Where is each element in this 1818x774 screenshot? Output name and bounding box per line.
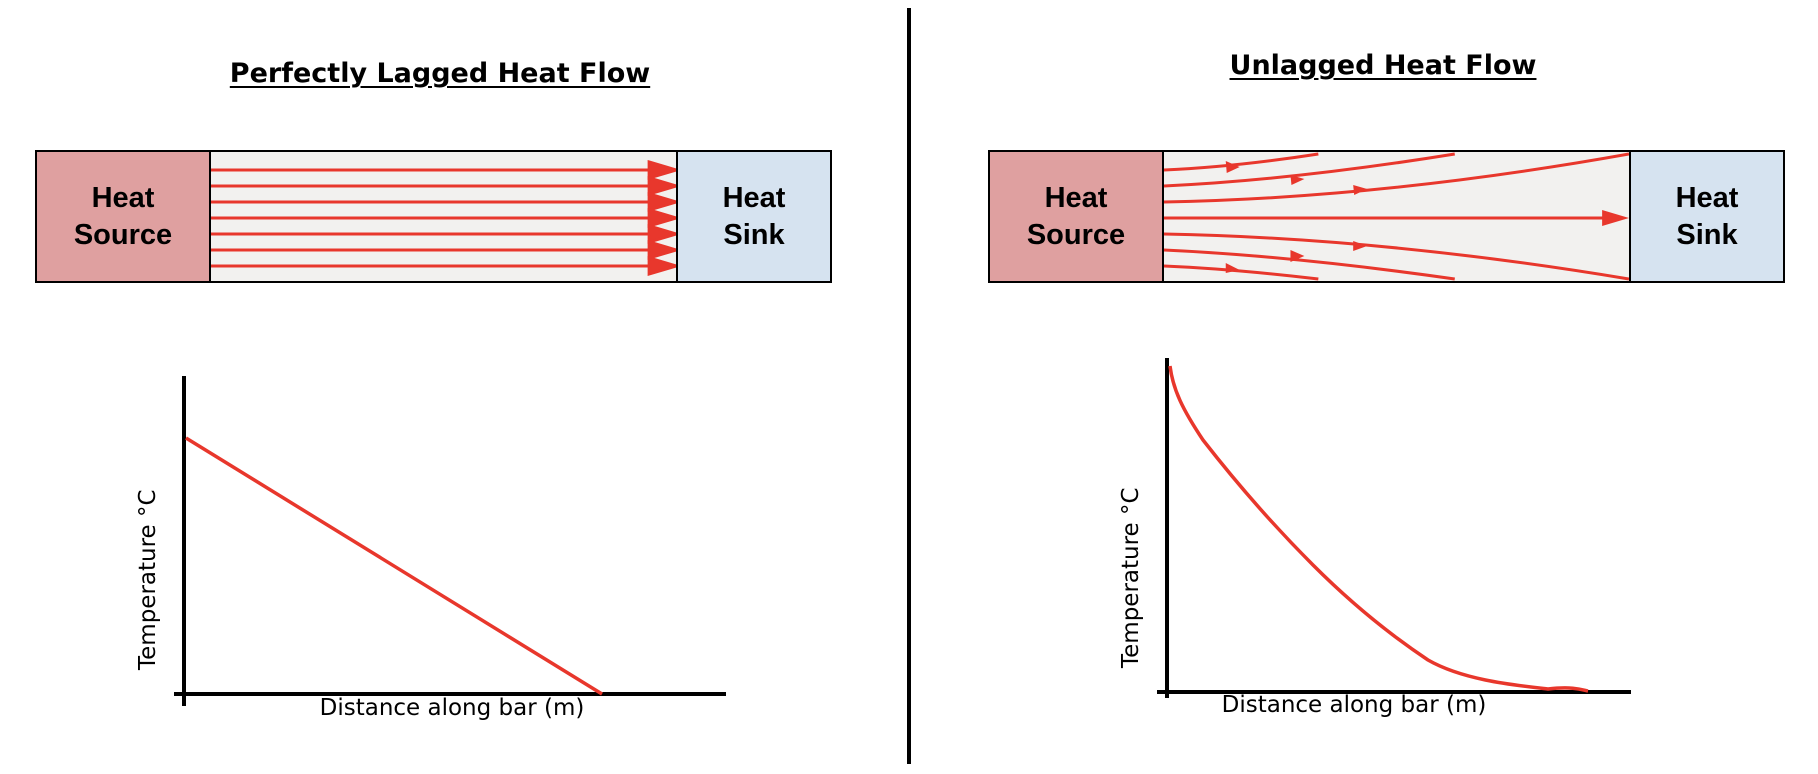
flow-line	[1164, 152, 1319, 172]
panel-divider	[907, 8, 911, 764]
flow-line	[1164, 152, 1629, 204]
unlagged-xlabel: Distance along bar (m)	[1221, 692, 1487, 718]
lagged-heat-sink: Heat Sink	[676, 152, 830, 281]
flow-line	[1164, 152, 1455, 188]
temperature-line	[185, 436, 603, 696]
lagged-sink-label: Heat Sink	[722, 181, 786, 251]
flow-line	[1164, 248, 1455, 281]
flow-arrowhead	[1225, 263, 1240, 273]
flow-arrowhead	[1353, 185, 1368, 195]
flow-arrowhead	[647, 223, 676, 245]
flow-line	[1164, 232, 1629, 281]
flow-line	[1164, 264, 1319, 281]
unlagged-flow-arrows	[1164, 152, 1629, 281]
lagged-xlabel: Distance along bar (m)	[319, 695, 585, 721]
flow-arrowhead	[1290, 250, 1305, 262]
temperature-curve	[1168, 365, 1589, 693]
flow-arrowhead	[647, 239, 676, 261]
unlagged-heat-source: Heat Source	[990, 152, 1164, 281]
flow-arrowhead	[647, 207, 676, 229]
flow-arrowhead	[1353, 241, 1368, 251]
lagged-ylabel: Temperature °C	[135, 489, 161, 670]
flow-arrowhead	[1602, 210, 1629, 226]
lagged-bar: Heat Source Heat Sink	[35, 150, 832, 283]
unlagged-title: Unlagged Heat Flow	[1229, 50, 1537, 81]
lagged-graph: Temperature °C Distance along bar (m)	[120, 370, 760, 750]
lagged-graph-svg	[174, 376, 726, 706]
flow-arrowhead	[647, 175, 676, 197]
flow-arrowhead	[1290, 175, 1305, 185]
lagged-flow-arrows	[211, 159, 676, 277]
lagged-source-label: Heat Source	[73, 181, 173, 251]
lagged-heat-source: Heat Source	[37, 152, 211, 281]
lagged-panel: Perfectly Lagged Heat Flow Heat Source H…	[0, 0, 905, 774]
flow-arrowhead	[647, 159, 676, 181]
flow-arrowhead	[1225, 161, 1240, 173]
unlagged-panel: Unlagged Heat Flow Heat Source	[913, 0, 1818, 774]
unlagged-sink-label: Heat Sink	[1675, 181, 1739, 251]
lagged-bar-middle	[211, 152, 676, 281]
lagged-title: Perfectly Lagged Heat Flow	[229, 58, 651, 89]
unlagged-ylabel: Temperature °C	[1118, 487, 1144, 668]
unlagged-heat-sink: Heat Sink	[1629, 152, 1783, 281]
flow-arrowhead	[647, 191, 676, 213]
unlagged-bar-middle	[1164, 152, 1629, 281]
unlagged-graph-svg	[1157, 358, 1631, 698]
unlagged-bar: Heat Source	[988, 150, 1785, 283]
flow-arrowhead	[647, 255, 676, 277]
unlagged-source-label: Heat Source	[1026, 181, 1126, 251]
unlagged-graph: Temperature °C Distance along bar (m)	[1118, 350, 1768, 730]
